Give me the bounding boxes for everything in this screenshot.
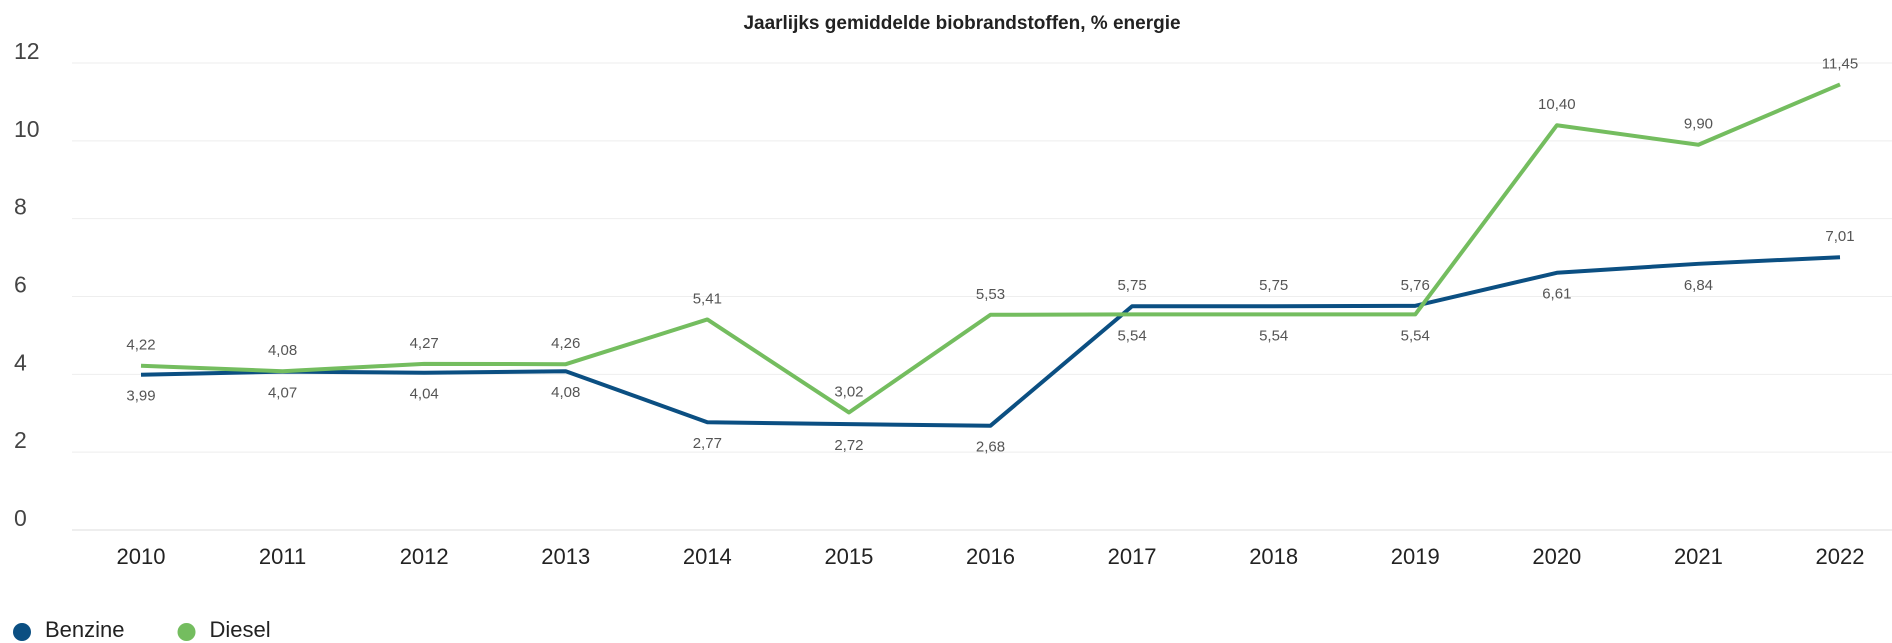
- x-tick-label: 2018: [1249, 544, 1298, 569]
- x-tick-label: 2019: [1391, 544, 1440, 569]
- y-tick-label: 6: [14, 272, 27, 298]
- x-tick-label: 2020: [1532, 544, 1581, 569]
- x-tick-label: 2012: [400, 544, 449, 569]
- x-tick-label: 2011: [259, 544, 306, 569]
- data-label: 10,40: [1538, 96, 1576, 113]
- data-label: 5,54: [1401, 327, 1430, 344]
- x-tick-label: 2010: [117, 544, 166, 569]
- data-label: 9,90: [1684, 116, 1713, 133]
- data-label: 4,04: [410, 386, 439, 403]
- data-label: 6,84: [1684, 277, 1713, 294]
- series-line: [140, 82, 1841, 415]
- data-label: 2,68: [976, 439, 1005, 456]
- x-tick-label: 2021: [1674, 544, 1723, 569]
- x-tick-label: 2016: [966, 544, 1015, 569]
- y-tick-label: 2: [14, 427, 27, 453]
- data-label: 5,41: [693, 290, 722, 307]
- data-label: 4,08: [551, 384, 580, 401]
- data-label: 3,02: [834, 383, 863, 400]
- legend-label: Diesel: [210, 617, 271, 642]
- x-tick-label: 2022: [1816, 544, 1865, 569]
- legend-marker: [13, 623, 31, 641]
- data-label: 4,27: [410, 335, 439, 352]
- data-label: 4,08: [268, 342, 297, 359]
- data-label: 11,45: [1822, 55, 1858, 72]
- data-label: 5,76: [1401, 277, 1430, 294]
- data-label: 4,22: [126, 337, 155, 354]
- data-label: 5,53: [976, 286, 1005, 303]
- data-label: 7,01: [1825, 228, 1854, 245]
- data-label: 5,54: [1117, 327, 1146, 344]
- y-tick-label: 4: [14, 349, 27, 375]
- x-tick-label: 2013: [541, 544, 590, 569]
- y-tick-label: 10: [14, 116, 40, 142]
- data-label: 6,61: [1542, 286, 1571, 303]
- x-tick-label: 2014: [683, 544, 732, 569]
- data-label: 5,75: [1117, 277, 1146, 294]
- data-label: 5,54: [1259, 327, 1288, 344]
- x-tick-label: 2017: [1108, 544, 1157, 569]
- y-tick-label: 8: [14, 194, 27, 220]
- series-line: [140, 255, 1841, 428]
- data-label: 4,07: [268, 385, 297, 402]
- data-label: 4,26: [551, 335, 580, 352]
- chart-title: Jaarlijks gemiddelde biobrandstoffen, % …: [743, 13, 1180, 34]
- y-tick-label: 0: [14, 505, 27, 531]
- legend-label: Benzine: [45, 617, 125, 642]
- data-label: 2,72: [834, 437, 863, 454]
- data-label: 3,99: [126, 388, 155, 405]
- data-label: 5,75: [1259, 277, 1288, 294]
- y-tick-label: 12: [14, 38, 40, 64]
- data-label: 2,77: [693, 435, 722, 452]
- legend-marker: [177, 623, 196, 641]
- x-tick-label: 2015: [824, 544, 873, 569]
